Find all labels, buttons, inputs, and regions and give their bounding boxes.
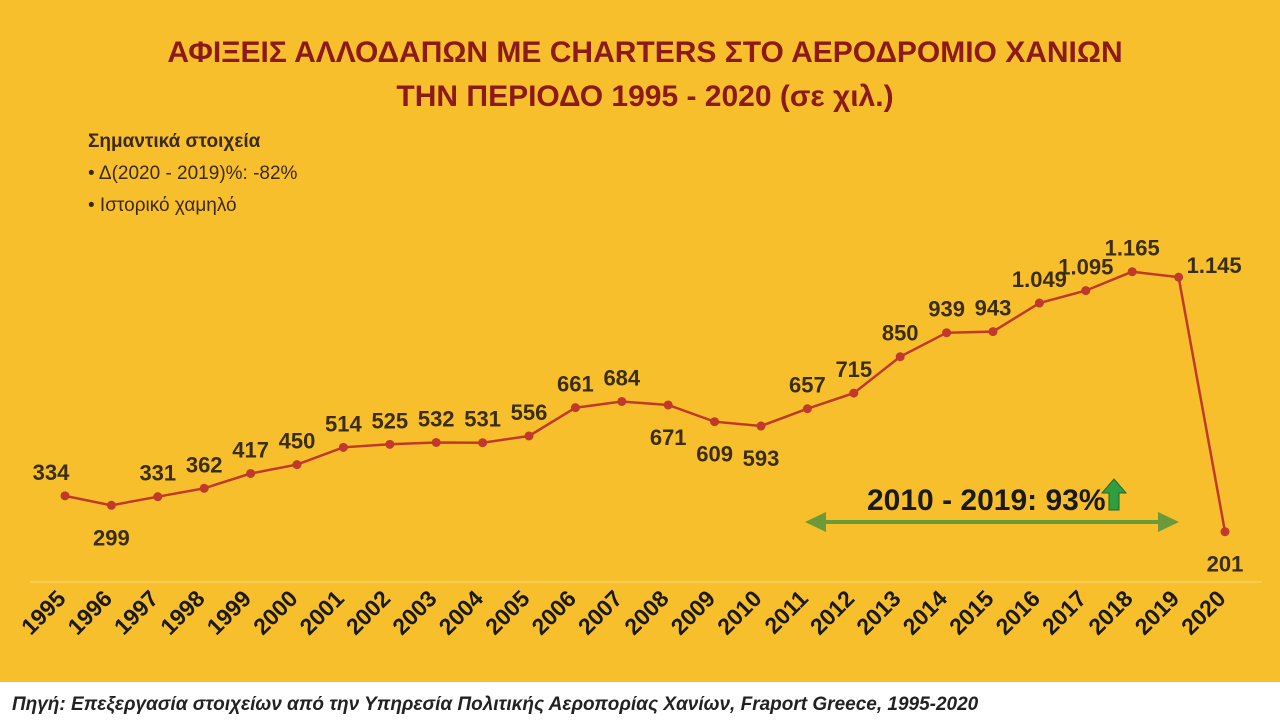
data-label-2006: 661 (557, 372, 594, 397)
data-label-2007: 684 (603, 365, 640, 390)
data-label-2016: 1.049 (1012, 267, 1067, 292)
data-point-2015 (988, 327, 998, 337)
chart-background (0, 0, 1280, 682)
data-label-1995: 334 (33, 460, 70, 485)
data-label-2008: 671 (650, 425, 687, 450)
data-label-2012: 715 (835, 357, 872, 382)
data-label-1997: 331 (139, 461, 176, 486)
up-arrow-icon (1100, 478, 1128, 511)
data-point-1995 (60, 491, 70, 501)
data-label-2017: 1.095 (1058, 255, 1113, 280)
data-point-2014 (942, 328, 952, 338)
data-point-2000 (292, 460, 302, 470)
data-point-2001 (338, 442, 348, 452)
source-band (0, 682, 1280, 720)
series-line (64, 270, 1227, 532)
data-point-2017 (1081, 286, 1091, 296)
data-point-2019 (1174, 272, 1184, 282)
data-point-2005 (524, 431, 534, 441)
data-point-2007 (617, 396, 627, 406)
data-point-2002 (385, 439, 395, 449)
data-point-2018 (1127, 267, 1137, 277)
data-point-2003 (431, 437, 441, 447)
data-label-1999: 417 (232, 437, 269, 462)
data-point-1996 (106, 500, 116, 510)
data-point-2006 (570, 403, 580, 413)
growth-arrowhead-left (805, 512, 826, 532)
data-point-1998 (199, 483, 209, 493)
source-note: Πηγή: Επεξεργασία στοιχείων από την Υπηρ… (12, 694, 979, 715)
chart-title-line-1: ΑΦΙΞΕΙΣ ΑΛΛΟΔΑΠΩΝ ΜΕ CHARTERS ΣΤΟ ΑΕΡΟΔΡ… (167, 36, 1122, 69)
data-point-2020 (1220, 527, 1230, 537)
growth-annotation: 2010 - 2019: 93% (805, 478, 1179, 532)
data-point-1997 (153, 492, 163, 502)
data-label-2004: 531 (464, 407, 501, 432)
data-point-2011 (802, 404, 812, 414)
data-point-2016 (1034, 298, 1044, 308)
growth-label: 2010 - 2019: 93% (867, 484, 1106, 517)
data-label-2019: 1.145 (1187, 253, 1242, 278)
data-label-2002: 525 (371, 408, 408, 433)
notes-heading: Σημαντικά στοιχεία (88, 131, 261, 152)
data-point-2013 (895, 352, 905, 362)
data-label-2018: 1.165 (1105, 236, 1160, 261)
data-label-2003: 532 (418, 406, 455, 431)
data-label-1996: 299 (93, 525, 130, 550)
data-label-2011: 657 (789, 373, 826, 398)
data-point-2009 (710, 417, 720, 427)
data-label-2005: 556 (511, 400, 548, 425)
data-label-2014: 939 (928, 297, 965, 322)
data-label-2001: 514 (325, 411, 362, 436)
series-group (60, 267, 1230, 537)
data-labels-group: 334 299 331 362 417 450 514 525 532 531 556 661 684 6… (33, 236, 1244, 577)
notes-item-1: • Δ(2020 - 2019)%: -82% (88, 163, 298, 184)
data-label-2009: 609 (696, 442, 733, 467)
data-point-1999 (246, 468, 256, 478)
data-label-2010: 593 (743, 446, 780, 471)
data-label-2020: 201 (1207, 552, 1244, 577)
data-point-2008 (663, 400, 673, 410)
data-label-2015: 943 (975, 296, 1012, 321)
data-point-2012 (849, 388, 859, 398)
data-label-1998: 362 (186, 452, 223, 477)
growth-arrowhead-right (1158, 512, 1179, 532)
chart-title-line-2: ΤΗΝ ΠΕΡΙΟΔΟ 1995 - 2020 (σε χιλ.) (396, 80, 893, 113)
notes-item-2: • Ιστορικό χαμηλό (88, 195, 237, 216)
data-point-2004 (478, 438, 488, 448)
data-label-2000: 450 (279, 429, 316, 454)
data-point-2010 (756, 421, 766, 431)
data-label-2013: 850 (882, 321, 919, 346)
